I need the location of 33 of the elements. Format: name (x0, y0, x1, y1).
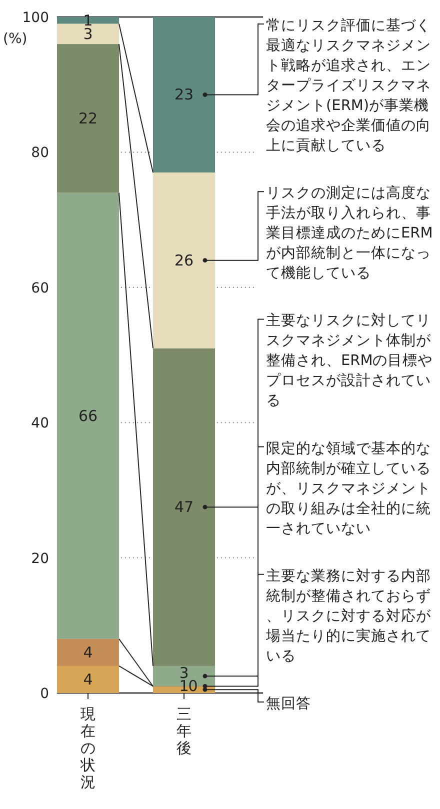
y-tick-label: 40 (31, 416, 49, 432)
bar (153, 17, 215, 172)
y-tick-label: 20 (31, 550, 49, 567)
data-label: 47 (174, 498, 194, 516)
data-label: 22 (78, 109, 98, 128)
text: リスクの測定には高度な手法が取り入れられ、事業目標達成のためにERMが内部統制と一体になって機能している (266, 184, 433, 282)
bar (57, 666, 119, 693)
bar (153, 172, 215, 348)
text: 無回答 (266, 695, 311, 712)
text: 限定的な領域で基本的な内部統制が確立しているが、リスクマネジメントの取り組みは全社的に統一されていない (266, 440, 431, 537)
text: 主要なリスクに対してリスクマネジメント体制が整備され、ERMの目標やプロセスが設計されている (266, 312, 433, 410)
data-label: 4 (83, 643, 93, 662)
y-tick-label: 100 (22, 10, 49, 26)
data-label: 3 (83, 24, 93, 43)
bar (153, 348, 215, 666)
data-label: 0 (188, 677, 198, 695)
bar (57, 24, 119, 44)
x-tick-label: 現在の状況 (80, 705, 96, 791)
data-label: 23 (174, 86, 194, 104)
y-axis-title: (%) (3, 31, 28, 47)
bar (57, 44, 119, 193)
text: 常にリスク評価に基づく最適なリスクマネジメント戦略が追求され、エンタープライズリスクマネジメント(ERM)が事業機会の追求や企業価値の向上に貢献している (266, 17, 431, 154)
y-tick-label: 0 (40, 686, 49, 702)
x-tick-label: 三年後 (176, 705, 192, 757)
text: 主要な業務に対する内部統制が整備されておらず、リスクに対する対応が場当たり的に実施されている (265, 567, 432, 664)
data-label: 4 (83, 670, 93, 688)
data-label: 26 (174, 251, 194, 270)
bar (57, 192, 119, 639)
data-label: 66 (78, 406, 98, 425)
data-label: 1 (179, 677, 189, 695)
y-tick-label: 80 (31, 145, 49, 162)
bar (57, 638, 119, 666)
y-tick-label: 60 (31, 280, 49, 296)
